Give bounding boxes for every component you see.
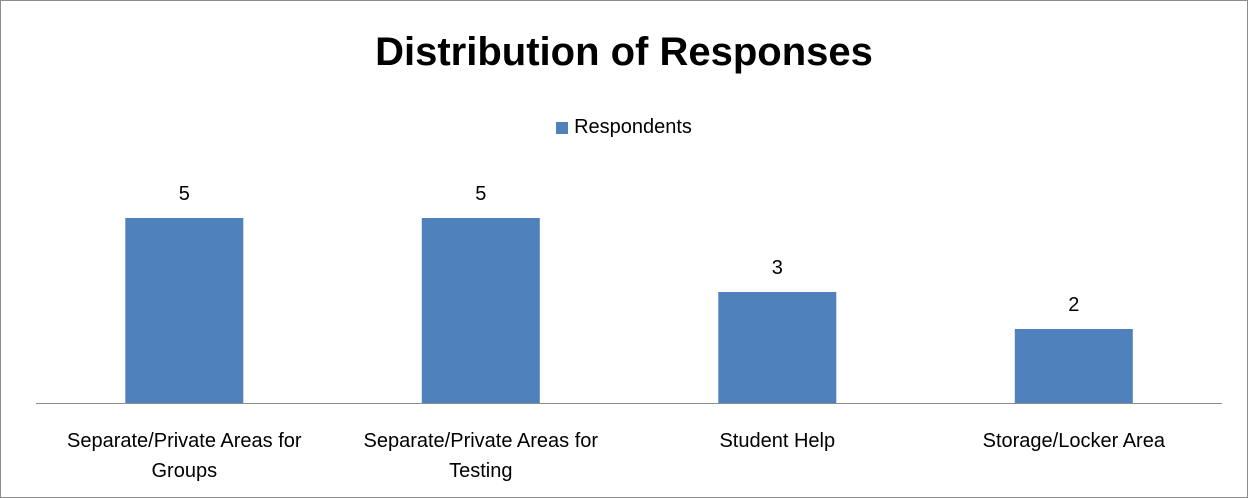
category-label-1-line-0: Separate/Private Areas for bbox=[364, 430, 599, 452]
legend-label: Respondents bbox=[574, 116, 692, 138]
bar-1 bbox=[421, 218, 540, 403]
chart-title: Distribution of Responses bbox=[375, 30, 873, 74]
labels-layer: 5 Separate/Private Areas for Groups 5 Separa… bbox=[67, 183, 1166, 482]
category-label-0-line-1: Groups bbox=[152, 460, 218, 482]
category-label-1-line-1: Testing bbox=[449, 460, 512, 482]
data-label-1: 5 bbox=[475, 183, 486, 205]
category-label-2-line-0: Student Help bbox=[719, 430, 835, 452]
data-label-3: 2 bbox=[1068, 294, 1079, 316]
data-label-2: 3 bbox=[772, 257, 783, 279]
bar-3 bbox=[1014, 329, 1133, 403]
bar-0 bbox=[125, 218, 244, 403]
bars-layer bbox=[125, 218, 1133, 403]
data-label-0: 5 bbox=[179, 183, 190, 205]
category-label-3-line-0: Storage/Locker Area bbox=[983, 430, 1166, 452]
category-label-0-line-0: Separate/Private Areas for bbox=[67, 430, 302, 452]
bar-2 bbox=[718, 292, 837, 403]
legend-swatch bbox=[556, 121, 569, 134]
legend: Respondents bbox=[0, 116, 1248, 139]
